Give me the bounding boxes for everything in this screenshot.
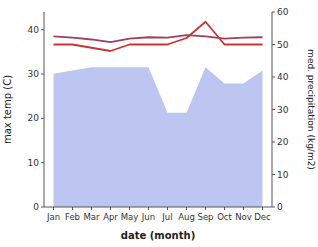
y-tick-label: 40 bbox=[28, 25, 40, 35]
y-axis-label: max temp (C) bbox=[2, 75, 13, 144]
x-tick bbox=[205, 207, 206, 210]
series-line bbox=[54, 35, 263, 42]
x-tick bbox=[243, 207, 244, 210]
x-tick bbox=[148, 207, 149, 210]
y2-tick bbox=[272, 207, 275, 208]
x-tick-label: Mar bbox=[83, 212, 100, 222]
x-tick-label: Nov bbox=[235, 212, 252, 222]
y2-tick bbox=[272, 44, 275, 45]
y2-tick bbox=[272, 174, 275, 175]
y-tick bbox=[41, 29, 44, 30]
y-tick-label: 10 bbox=[28, 158, 40, 168]
y2-tick-label: 50 bbox=[277, 40, 289, 50]
x-tick-label: Feb bbox=[65, 212, 80, 222]
x-tick bbox=[53, 207, 54, 210]
x-tick-label: Apr bbox=[103, 212, 118, 222]
x-tick bbox=[91, 207, 92, 210]
y2-axis-label: med. precipitation (kg/m2) bbox=[306, 49, 316, 170]
x-tick-label: Oct bbox=[217, 212, 232, 222]
x-tick-label: May bbox=[121, 212, 139, 222]
y2-tick-label: 60 bbox=[277, 7, 289, 17]
x-tick bbox=[167, 207, 168, 210]
x-tick-label: Jun bbox=[141, 212, 155, 222]
x-tick bbox=[186, 207, 187, 210]
y2-tick-label: 20 bbox=[277, 137, 289, 147]
x-tick bbox=[72, 207, 73, 210]
precip-area bbox=[54, 67, 263, 207]
y2-tick bbox=[272, 109, 275, 110]
y-tick-label: 20 bbox=[28, 113, 40, 123]
x-tick bbox=[224, 207, 225, 210]
y2-tick-label: 0 bbox=[277, 202, 283, 212]
y-tick bbox=[41, 74, 44, 75]
series-line bbox=[54, 22, 263, 51]
x-tick-label: Jul bbox=[161, 212, 172, 222]
plot-area bbox=[54, 22, 263, 207]
y2-tick-label: 10 bbox=[277, 170, 289, 180]
y-tick-label: 0 bbox=[33, 202, 39, 212]
y2-tick bbox=[272, 142, 275, 143]
x-tick bbox=[110, 207, 111, 210]
y-axis-line bbox=[44, 12, 45, 207]
y-tick bbox=[41, 162, 44, 163]
y-tick bbox=[41, 118, 44, 119]
x-tick bbox=[129, 207, 130, 210]
y2-tick bbox=[272, 12, 275, 13]
x-tick bbox=[262, 207, 263, 210]
y2-tick bbox=[272, 77, 275, 78]
y-tick-label: 30 bbox=[28, 69, 40, 79]
x-tick-label: Dec bbox=[254, 212, 271, 222]
y-tick bbox=[41, 207, 44, 208]
x-axis-label: date (month) bbox=[121, 230, 195, 241]
y2-tick-label: 30 bbox=[277, 105, 289, 115]
x-axis-line bbox=[44, 207, 272, 208]
y2-tick-label: 40 bbox=[277, 72, 289, 82]
x-tick-label: Jan bbox=[46, 212, 60, 222]
chart: Jan FebMarAprMayJun Jul AugSep OctNovDec 0 10 2… bbox=[0, 0, 318, 247]
x-tick-label: Sep bbox=[197, 212, 213, 222]
x-tick-label: Aug bbox=[178, 212, 195, 222]
